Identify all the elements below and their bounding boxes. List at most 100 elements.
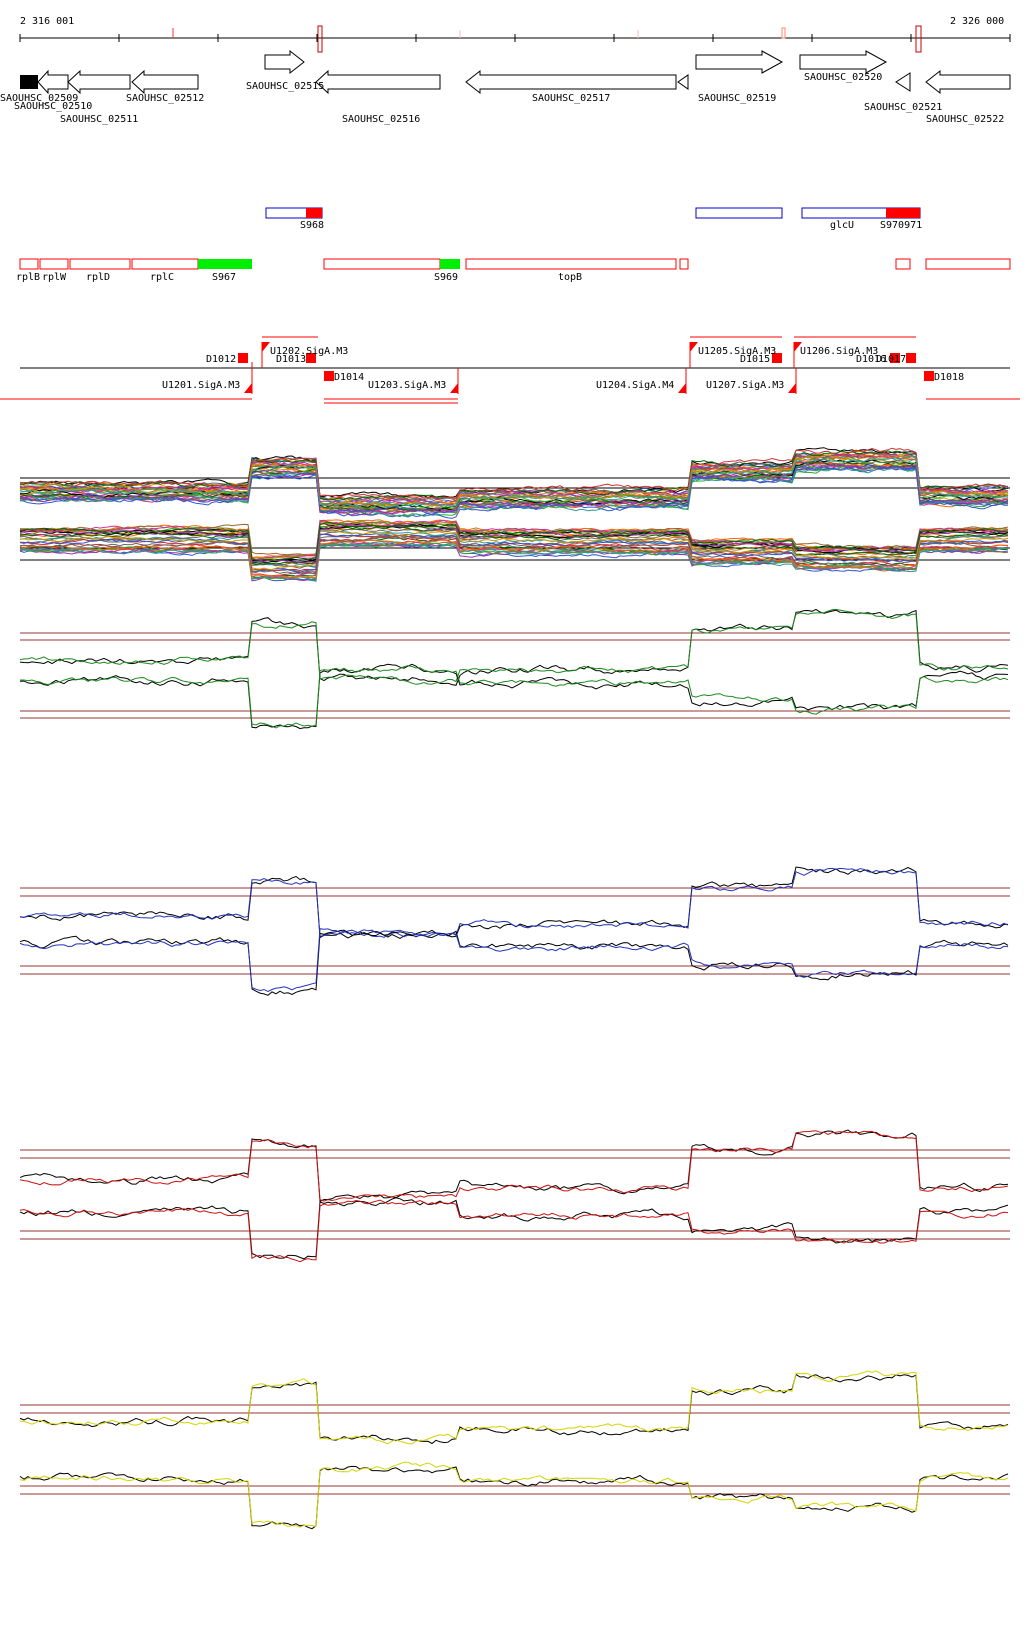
expression-trace — [19, 1130, 1009, 1202]
expression-trace — [19, 540, 1009, 581]
promoter-label: U1204.SigA.M4 — [596, 380, 674, 391]
gene-label: SAOUHSC_02517 — [532, 93, 610, 104]
gene-label: SAOUHSC_02522 — [926, 114, 1004, 125]
feature-label: S969 — [434, 272, 458, 283]
gene-02510-arrow[interactable] — [37, 69, 69, 95]
feature-box[interactable] — [925, 258, 1011, 270]
gene-02515-arrow[interactable] — [264, 49, 305, 75]
feature-rplC-box[interactable] — [131, 258, 199, 270]
gene-label: SAOUHSC_02512 — [126, 93, 204, 104]
expression-trace — [19, 464, 1009, 512]
feature-label: S968 — [300, 220, 324, 231]
feature-rplB-box[interactable] — [19, 258, 39, 270]
expression-trace-black — [19, 1373, 1009, 1445]
promoter-label: D1015 — [740, 354, 770, 365]
feature-label: rplC — [150, 272, 174, 283]
promoter-label: D1012 — [206, 354, 236, 365]
gene-02511-arrow[interactable] — [67, 69, 131, 95]
feature-S970-fill — [886, 208, 920, 218]
ruler-start-label: 2 316 001 — [20, 16, 74, 27]
gene-02521-arrow[interactable] — [895, 72, 911, 92]
expression-trace — [19, 522, 1009, 560]
gene-label: SAOUHSC_02511 — [60, 114, 138, 125]
feature-S967-fill[interactable] — [198, 259, 252, 269]
expression-trace — [19, 1461, 1009, 1528]
promoter-block[interactable] — [238, 353, 248, 363]
expression-trace — [19, 1370, 1009, 1445]
feature-label: S970971 — [880, 220, 922, 231]
promoter-flag — [262, 342, 270, 352]
promoter-flag — [788, 383, 796, 393]
feature-label: topB — [558, 272, 582, 283]
expression-trace — [19, 523, 1009, 564]
expression-trace — [19, 461, 1009, 514]
gene-track: SAOUHSC_02509 SAOUHSC_02510 SAOUHSC_0251… — [0, 49, 1011, 125]
promoter-label: D1018 — [934, 372, 964, 383]
gene-label: SAOUHSC_02520 — [804, 72, 882, 83]
promoter-label: D1017 — [876, 354, 906, 365]
feature-label: rplB — [16, 272, 40, 283]
feature-rplW-box[interactable] — [39, 258, 69, 270]
expression-trace-black — [19, 1129, 1009, 1203]
expression-trace-black — [19, 929, 1009, 996]
feature-topB-box[interactable] — [465, 258, 677, 270]
promoter-flag — [450, 383, 458, 393]
promoter-label: U1207.SigA.M3 — [706, 380, 784, 391]
feature-box[interactable] — [895, 258, 911, 270]
expression-trace — [20, 665, 1009, 729]
track-blue — [19, 866, 1010, 996]
gene-02512-arrow[interactable] — [131, 69, 199, 95]
gene-02517-arrow[interactable] — [465, 69, 677, 95]
feature-box[interactable] — [695, 207, 783, 219]
gene-label: SAOUHSC_02509 — [0, 93, 78, 104]
promoter-label: U1206.SigA.M3 — [800, 346, 878, 357]
promoter-label: D1013 — [276, 354, 306, 365]
gene-02522-arrow[interactable] — [925, 69, 1011, 95]
feature-label: glcU — [830, 220, 854, 231]
expression-trace — [19, 454, 1009, 507]
promoter-block[interactable] — [772, 353, 782, 363]
gene-02509-block[interactable] — [20, 75, 38, 89]
gene-label: SAOUHSC_02519 — [698, 93, 776, 104]
gene-label: SAOUHSC_02516 — [342, 114, 420, 125]
promoter-label: U1202.SigA.M3 — [270, 346, 348, 357]
expression-trace-black — [19, 866, 1009, 939]
track-green — [19, 608, 1010, 730]
promoter-track: D1012 U1202.SigA.M3 D1013 D1014 U1201.Si… — [0, 336, 1020, 404]
expression-trace — [19, 535, 1009, 575]
promoter-block[interactable] — [324, 371, 334, 381]
promoter-label: U1201.SigA.M3 — [162, 380, 240, 391]
red-feature-track: rplB rplW rplD rplC S967 S969 topB — [16, 258, 1011, 283]
ruler-marker — [781, 27, 786, 39]
feature-S969-fill[interactable] — [440, 259, 460, 269]
feature-label: rplW — [42, 272, 67, 283]
promoter-label: D1016 — [856, 354, 886, 365]
gene-02516-arrow[interactable] — [315, 69, 441, 95]
expression-trace-black — [19, 663, 1009, 730]
track-yellow — [19, 1370, 1010, 1530]
gene-label: SAOUHSC_02510 — [14, 101, 92, 112]
expression-trace-black — [19, 608, 1009, 686]
expression-trace-black — [19, 1197, 1009, 1260]
coordinate-ruler: 2 316 001 2 326 000 — [19, 16, 1011, 53]
promoter-label: D1014 — [334, 372, 364, 383]
promoter-block[interactable] — [924, 371, 934, 381]
feature-box[interactable] — [679, 258, 689, 270]
track-red — [19, 1129, 1010, 1263]
gene-02517-tail — [677, 74, 689, 90]
promoter-block[interactable] — [306, 353, 316, 363]
feature-label: rplD — [86, 272, 110, 283]
feature-rplD-box[interactable] — [69, 258, 131, 270]
expression-trace — [20, 459, 1009, 512]
promoter-block[interactable] — [890, 353, 900, 363]
gene-02520-arrow[interactable] — [799, 50, 888, 74]
expression-trace — [19, 519, 1009, 561]
expression-trace — [19, 542, 1009, 582]
feature-S968-fill — [306, 208, 322, 218]
promoter-flag — [794, 342, 802, 352]
ruler-marker-box — [915, 25, 922, 53]
feature-box[interactable] — [323, 258, 441, 270]
promoter-block[interactable] — [906, 353, 916, 363]
gene-02519-arrow[interactable] — [695, 50, 784, 74]
